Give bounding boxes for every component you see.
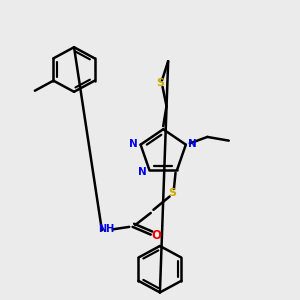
Text: N: N [138,167,147,177]
Text: NH: NH [98,224,114,234]
Text: O: O [152,229,162,242]
Text: S: S [156,78,164,88]
Text: N: N [129,139,138,149]
Text: S: S [168,188,176,198]
Text: N: N [188,139,197,149]
